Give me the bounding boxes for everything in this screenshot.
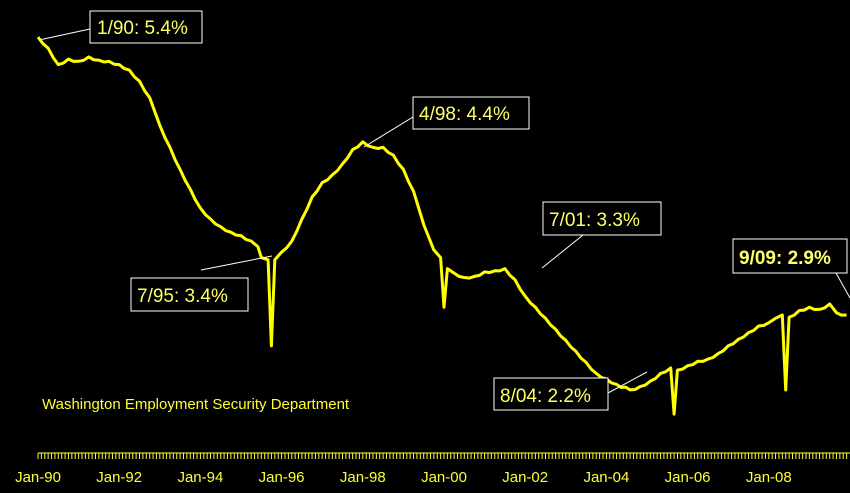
callout-leader bbox=[200, 255, 273, 271]
callout-box bbox=[130, 277, 249, 312]
callout: 8/04: 2.2% bbox=[493, 371, 648, 411]
callout-box bbox=[732, 238, 848, 274]
callout-box bbox=[412, 96, 530, 130]
callout: 1/90: 5.4% bbox=[38, 10, 203, 44]
x-tick-label: Jan-04 bbox=[583, 469, 629, 486]
callout-leader bbox=[835, 272, 850, 299]
x-axis: Jan-90 Jan-92 Jan-94 Jan-96 Jan-98 Jan-00 Jan-… bbox=[15, 452, 850, 486]
x-tick-label: Jan-98 bbox=[340, 469, 386, 486]
x-tick-label: Jan-06 bbox=[665, 469, 711, 486]
x-tick-label: Jan-02 bbox=[502, 469, 548, 486]
callout-label: 9/09: 2.9% bbox=[739, 248, 831, 269]
callout: 9/09: 2.9% bbox=[732, 238, 850, 299]
callout-leader bbox=[541, 234, 584, 269]
callout-box bbox=[89, 10, 203, 44]
callout: 4/98: 4.4% bbox=[363, 96, 530, 148]
series-line-group bbox=[36, 36, 847, 416]
x-tick-label: Jan-90 bbox=[15, 469, 61, 486]
callout-label: 7/95: 3.4% bbox=[137, 286, 228, 307]
callout: 7/01: 3.3% bbox=[541, 201, 662, 269]
callout-leader bbox=[607, 371, 648, 394]
callout-label: 7/01: 3.3% bbox=[549, 210, 640, 231]
callout-label: 4/98: 4.4% bbox=[419, 104, 510, 125]
callout-leader bbox=[38, 28, 91, 41]
x-tick-label: Jan-92 bbox=[96, 469, 142, 486]
callout-box bbox=[542, 201, 662, 236]
callout-leader bbox=[363, 116, 414, 148]
callout-box bbox=[493, 377, 609, 411]
callout-label: 1/90: 5.4% bbox=[97, 18, 188, 39]
x-tick-label: Jan-08 bbox=[746, 469, 792, 486]
x-tick-label: Jan-96 bbox=[259, 469, 305, 486]
callout-label: 8/04: 2.2% bbox=[500, 386, 591, 407]
series-line bbox=[36, 36, 847, 416]
callout: 7/95: 3.4% bbox=[130, 255, 273, 312]
source-note: Washington Employment Security Departmen… bbox=[42, 396, 350, 413]
x-tick-label: Jan-94 bbox=[177, 469, 223, 486]
x-tick-label: Jan-00 bbox=[421, 469, 467, 486]
callouts: 1/90: 5.4% 7/95: 3.4% 4/98: 4.4% 7/01: 3.3%… bbox=[38, 10, 850, 411]
